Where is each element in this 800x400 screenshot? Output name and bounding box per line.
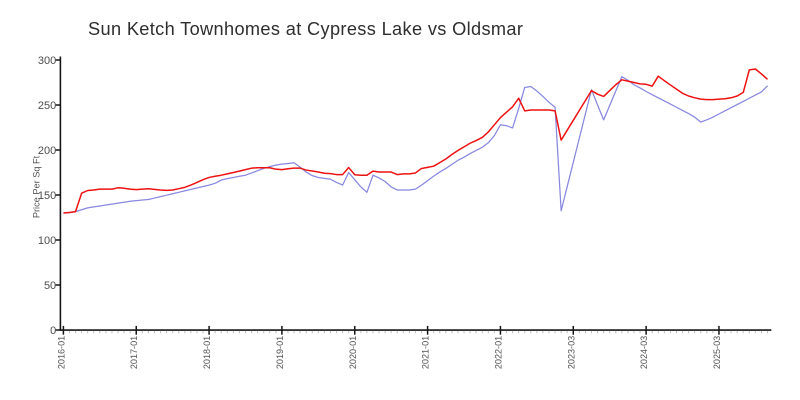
svg-text:2024-03: 2024-03 xyxy=(639,336,649,369)
svg-text:200: 200 xyxy=(38,145,56,157)
svg-text:50: 50 xyxy=(44,280,56,292)
svg-text:2021-01: 2021-01 xyxy=(421,336,431,369)
svg-text:150: 150 xyxy=(38,190,56,202)
svg-text:2025-03: 2025-03 xyxy=(712,336,722,369)
svg-text:0: 0 xyxy=(50,325,56,337)
svg-text:2022-01: 2022-01 xyxy=(493,336,503,369)
svg-text:2020-01: 2020-01 xyxy=(348,336,358,369)
svg-text:2018-01: 2018-01 xyxy=(202,336,212,369)
svg-text:250: 250 xyxy=(38,100,56,112)
svg-text:Sun Ketch Townhomes at Cypress: Sun Ketch Townhomes at Cypress Lake vs O… xyxy=(88,19,523,39)
svg-text:2017-01: 2017-01 xyxy=(129,336,139,369)
svg-text:100: 100 xyxy=(38,235,56,247)
svg-text:2019-01: 2019-01 xyxy=(275,336,285,369)
svg-text:2023-03: 2023-03 xyxy=(566,336,576,369)
svg-text:Price Per Sq Ft: Price Per Sq Ft xyxy=(31,155,41,218)
svg-text:300: 300 xyxy=(38,55,56,67)
svg-text:2016-01: 2016-01 xyxy=(56,336,66,369)
